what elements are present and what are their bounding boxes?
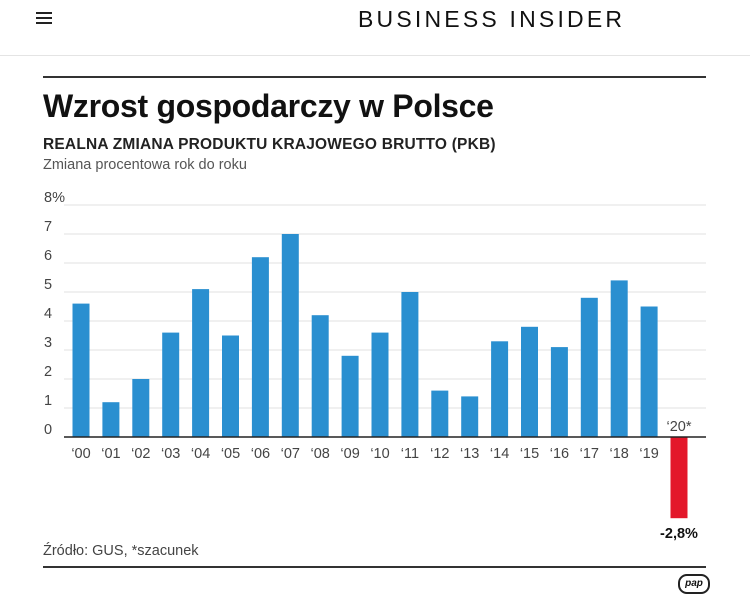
x-tick-label: ‘20* [667, 419, 692, 435]
y-tick-label: 1 [44, 393, 52, 409]
x-tick-label: ‘16 [550, 446, 569, 462]
bottom-rule [43, 566, 706, 568]
bar [251, 257, 269, 437]
hamburger-menu-icon[interactable] [36, 12, 54, 28]
bar [550, 347, 568, 437]
chart-subtitle: REALNA ZMIANA PRODUKTU KRAJOWEGO BRUTTO … [43, 136, 496, 153]
bar [521, 326, 538, 437]
x-tick-label: ‘19 [639, 446, 658, 462]
chart-title: Wzrost gospodarczy w Polsce [43, 88, 494, 124]
x-tick-label: ‘01 [101, 446, 120, 462]
bar-chart: 0 1 2 3 4 5 6 7 8% ‘00 ‘01 ‘02 ‘03 ‘04 ‘05 ‘06 ‘07 ‘08 ‘09… [44, 190, 706, 542]
x-tick-label: ‘14 [490, 446, 509, 462]
bar [192, 289, 210, 437]
bar [640, 306, 658, 437]
bar [491, 341, 509, 437]
x-tick-label: ‘13 [460, 446, 479, 462]
x-tick-label: ‘08 [311, 446, 330, 462]
bar [222, 335, 239, 437]
bar [311, 315, 329, 437]
x-tick-label: ‘15 [520, 446, 539, 462]
chart-source: Źródło: GUS, *szacunek [43, 543, 199, 559]
chart-figure: Wzrost gospodarczy w Polsce REALNA ZMIAN… [0, 56, 750, 595]
top-rule [43, 76, 706, 78]
chart-units: Zmiana procentowa rok do roku [43, 157, 247, 173]
data-label: -2,8% [660, 526, 698, 542]
x-tick-label: ‘05 [221, 446, 240, 462]
bar [341, 355, 359, 437]
bar [132, 379, 150, 437]
bar [431, 390, 449, 437]
y-tick-label: 0 [44, 422, 52, 438]
bar [72, 303, 90, 437]
bar [162, 332, 180, 437]
bar [281, 234, 299, 437]
y-tick-label: 2 [44, 364, 52, 380]
bar [401, 292, 419, 437]
bar [580, 297, 598, 437]
brand-logo[interactable]: BUSINESS INSIDER [358, 6, 626, 32]
y-tick-label: 4 [44, 306, 52, 322]
bar [670, 437, 688, 519]
y-tick-label: 8% [44, 190, 65, 206]
x-tick-label: ‘04 [191, 446, 210, 462]
x-tick-label: ‘03 [161, 446, 180, 462]
bar [371, 332, 389, 437]
x-tick-label: ‘02 [131, 446, 150, 462]
y-tick-label: 3 [44, 335, 52, 351]
bar [461, 396, 479, 437]
bar [610, 280, 628, 437]
bar [102, 402, 120, 437]
x-tick-label: ‘06 [251, 446, 270, 462]
x-tick-label: ‘00 [71, 446, 90, 462]
x-tick-label: ‘09 [340, 446, 359, 462]
y-tick-label: 5 [44, 277, 52, 293]
x-tick-label: ‘11 [401, 446, 419, 462]
x-tick-label: ‘10 [370, 446, 389, 462]
pap-logo: pap [678, 574, 710, 594]
x-tick-label: ‘07 [281, 446, 300, 462]
x-tick-label: ‘18 [610, 446, 629, 462]
y-tick-label: 6 [44, 248, 52, 264]
y-tick-label: 7 [44, 219, 52, 235]
x-tick-label: ‘17 [580, 446, 599, 462]
site-header: BUSINESS INSIDER [0, 0, 750, 56]
x-tick-label: ‘12 [430, 446, 449, 462]
